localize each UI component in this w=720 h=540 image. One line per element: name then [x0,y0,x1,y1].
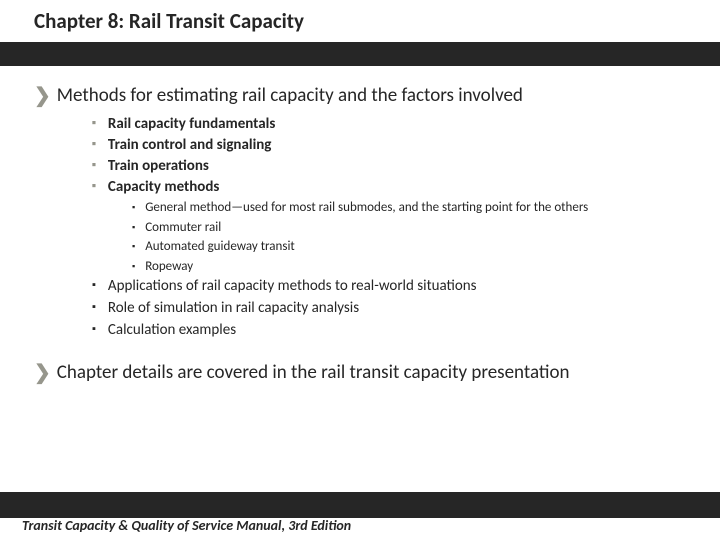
list-item: General method—used for most rail submod… [132,199,686,217]
list-item-label: Capacity methods [108,178,219,196]
list-item: Role of simulation in rail capacity anal… [92,299,686,317]
level2-list-a: Rail capacity fundamentals Train control… [92,115,686,196]
list-item: Calculation examples [92,321,686,339]
main-bullet-2: ❯ Chapter details are covered in the rai… [34,361,686,384]
main-bullet-1: ❯ Methods for estimating rail capacity a… [34,84,686,107]
title-underline [0,42,720,66]
slide: Chapter 8: Rail Transit Capacity ❯ Metho… [0,0,720,540]
list-item: Capacity methods [92,178,686,196]
level2-list-b: Applications of rail capacity methods to… [92,277,686,339]
footer-band [0,492,720,518]
list-item-label: Commuter rail [145,220,221,235]
title-bar: Chapter 8: Rail Transit Capacity [0,0,720,66]
list-item-label: Applications of rail capacity methods to… [108,277,477,295]
list-item: Automated guideway transit [132,238,686,256]
list-item-label: Ropeway [145,259,193,274]
list-item-label: Role of simulation in rail capacity anal… [108,299,359,317]
list-item: Train control and signaling [92,136,686,154]
slide-title: Chapter 8: Rail Transit Capacity [34,8,304,34]
list-item-label: General method—used for most rail submod… [145,200,588,215]
list-item-label: Train control and signaling [108,136,272,154]
spacer [34,343,686,361]
footer-text: Transit Capacity & Quality of Service Ma… [22,517,351,534]
list-item: Train operations [92,157,686,175]
main-text-1: Methods for estimating rail capacity and… [57,84,523,107]
chevron-icon: ❯ [34,86,47,106]
main-text-2: Chapter details are covered in the rail … [57,361,570,384]
list-item: Applications of rail capacity methods to… [92,277,686,295]
footer-bar: Transit Capacity & Quality of Service Ma… [0,492,720,540]
list-item: Rail capacity fundamentals [92,115,686,133]
level3-list: General method—used for most rail submod… [132,199,686,275]
list-item-label: Train operations [108,157,209,175]
list-item: Ropeway [132,258,686,276]
chevron-icon: ❯ [34,363,47,383]
list-item-label: Automated guideway transit [145,239,295,254]
list-item-label: Calculation examples [108,321,236,339]
list-item: Commuter rail [132,219,686,237]
slide-body: ❯ Methods for estimating rail capacity a… [0,66,720,540]
list-item-label: Rail capacity fundamentals [108,115,275,133]
